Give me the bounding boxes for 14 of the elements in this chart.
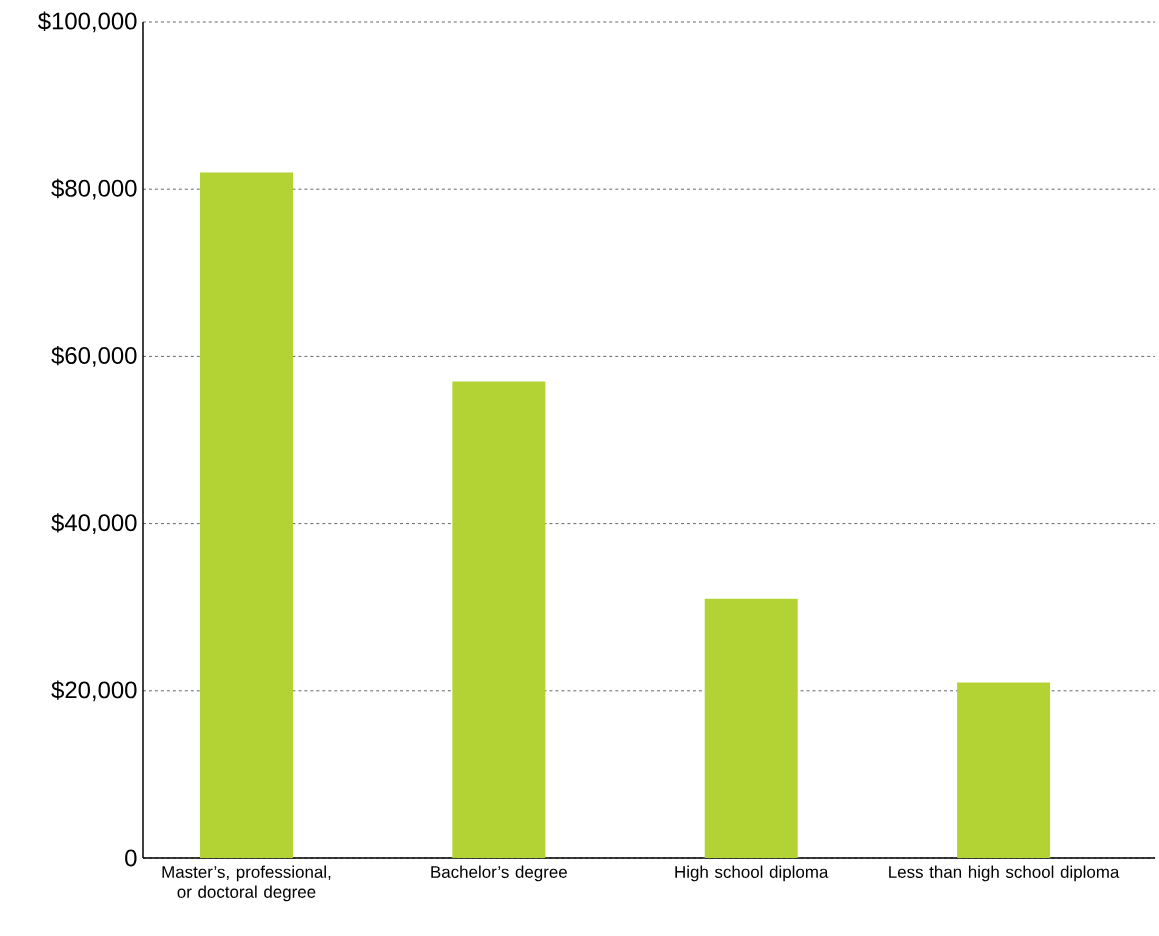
y-tick-label: $20,000 — [51, 680, 137, 702]
bar — [704, 598, 798, 858]
y-tick-label: $100,000 — [38, 11, 137, 33]
x-tick-label: Master’s, professional, or doctoral degree — [162, 865, 331, 902]
y-tick-label: $40,000 — [51, 513, 137, 534]
x-tick-label: High school diploma — [675, 865, 829, 882]
bar — [452, 381, 546, 858]
x-tick-label: Less than high school diploma — [889, 865, 1120, 882]
bar — [957, 682, 1051, 858]
y-tick-label: 0 — [125, 849, 137, 867]
y-tick-label: $80,000 — [51, 178, 137, 200]
x-tick-label: Bachelor’s degree — [431, 865, 567, 882]
y-tick-label: $60,000 — [51, 346, 137, 367]
bar — [199, 172, 293, 858]
